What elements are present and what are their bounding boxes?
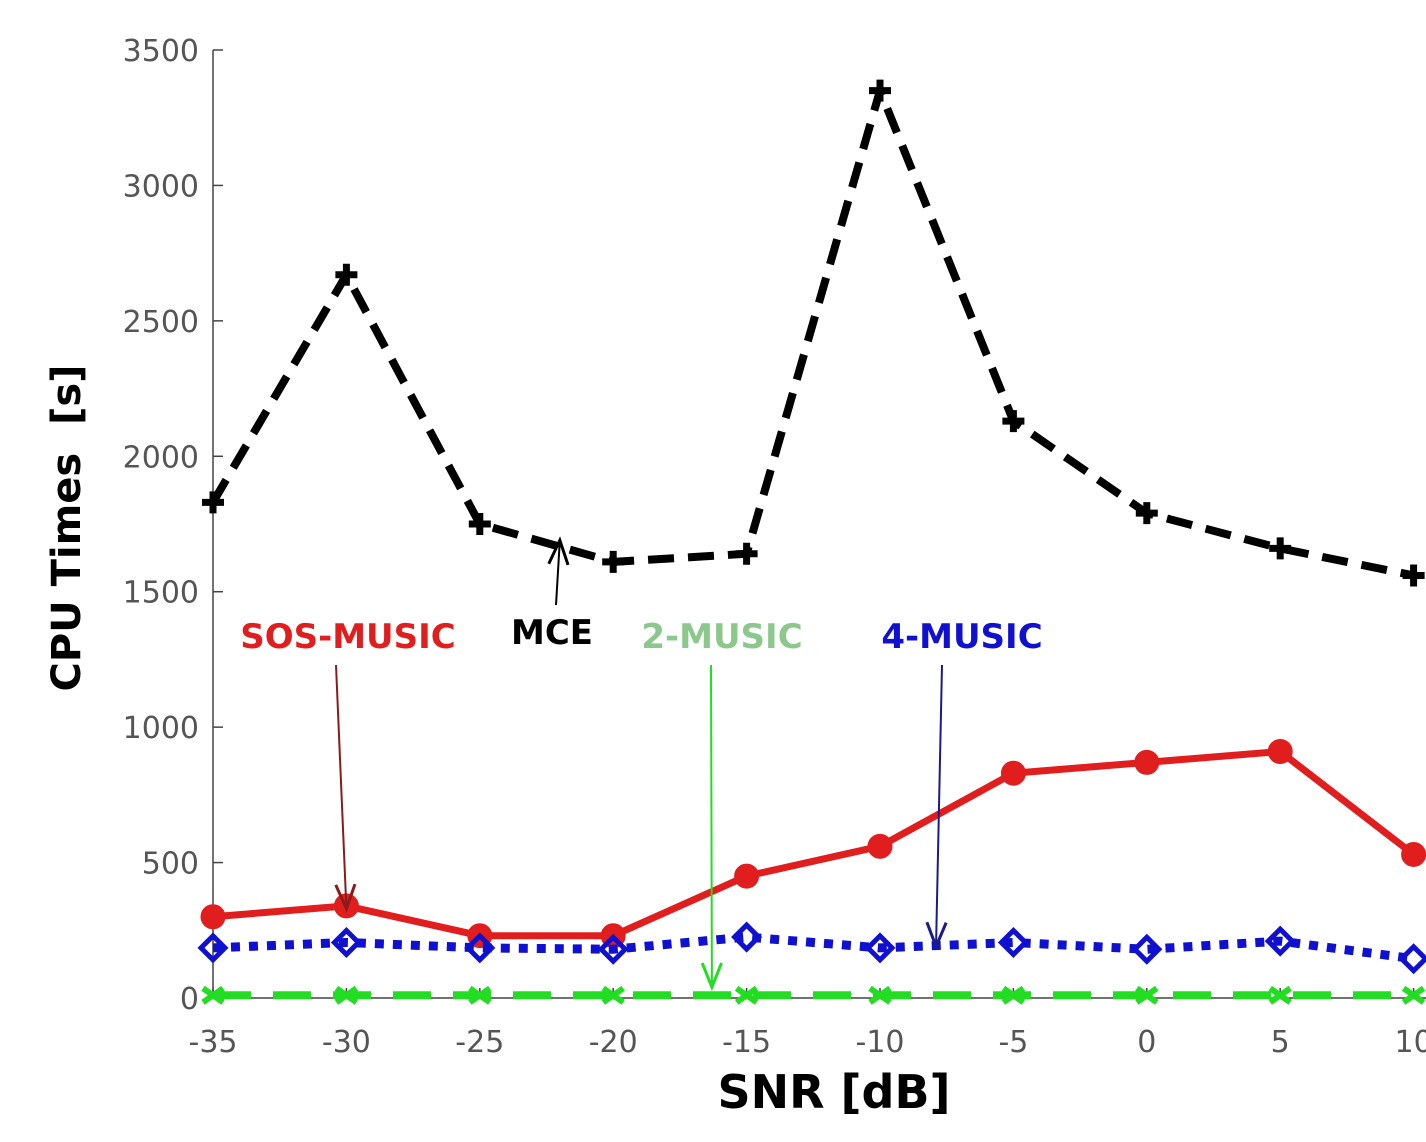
data-point	[1402, 564, 1425, 587]
series-mce	[202, 79, 1425, 587]
x-tick-label: -30	[322, 1025, 371, 1060]
annotation-mce: MCE	[511, 536, 593, 653]
y-tick-label: 500	[142, 847, 199, 882]
y-tick-label: 0	[180, 982, 199, 1017]
annotation-arrow-line	[335, 664, 348, 909]
data-point	[597, 933, 629, 965]
x-tick-label: -5	[998, 1025, 1028, 1060]
annotation-label: 4-MUSIC	[881, 617, 1042, 657]
annotation-4-music: 4-MUSIC	[881, 617, 1043, 951]
data-point	[1401, 841, 1426, 867]
x-tick-label: -25	[455, 1025, 504, 1060]
annotation-sos-music: SOS-MUSIC	[240, 617, 456, 913]
annotation-arrow-head	[334, 883, 357, 913]
data-point	[197, 932, 229, 964]
annotation-arrow-head	[925, 921, 948, 951]
annotation-arrow-head	[700, 962, 723, 992]
data-point	[330, 926, 362, 959]
data-point	[602, 550, 625, 573]
series-line	[212, 932, 1415, 964]
data-point	[200, 904, 226, 930]
data-point	[601, 985, 625, 1005]
data-point	[468, 985, 492, 1005]
data-point	[334, 985, 359, 1005]
series-line	[212, 748, 1416, 940]
x-tick-label: -35	[189, 1025, 238, 1060]
data-point	[468, 513, 491, 535]
data-point	[734, 985, 759, 1005]
data-point	[1135, 985, 1159, 1005]
data-point	[1001, 985, 1026, 1005]
y-tick-label: 1500	[123, 576, 199, 611]
data-point	[1002, 410, 1025, 433]
y-tick-label: 2000	[123, 440, 199, 475]
data-point	[1268, 985, 1292, 1005]
data-point	[869, 79, 891, 102]
x-axis-title: SNR [dB]	[717, 1065, 950, 1119]
annotation-label: SOS-MUSIC	[240, 617, 456, 657]
data-point	[1134, 749, 1160, 775]
x-tick-label: 5	[1271, 1025, 1290, 1060]
data-point	[867, 833, 893, 859]
data-point	[1135, 502, 1158, 525]
y-tick-label: 2500	[123, 305, 199, 340]
y-tick-label: 3500	[123, 34, 199, 69]
data-point	[335, 263, 358, 286]
data-point	[868, 985, 892, 1005]
data-point	[1401, 985, 1426, 1005]
data-point	[1269, 537, 1292, 560]
annotation-arrow-line	[555, 540, 561, 606]
data-point	[1267, 739, 1293, 765]
x-tick-label: 10	[1395, 1025, 1426, 1060]
data-point	[1264, 925, 1296, 957]
data-point	[202, 491, 224, 514]
annotation-arrow-line	[935, 664, 943, 947]
data-point	[1000, 760, 1026, 786]
x-tick-label: -10	[856, 1025, 905, 1060]
x-tick-label: 0	[1137, 1025, 1156, 1060]
series-sos-music	[200, 739, 1426, 949]
annotation-label: 2-MUSIC	[641, 617, 802, 657]
x-tick-label: -20	[589, 1025, 638, 1060]
data-point	[1398, 943, 1426, 975]
series-2-music	[201, 985, 1426, 1005]
data-point	[464, 932, 496, 964]
y-axis-title: CPU Times [s]	[44, 365, 90, 692]
data-point	[1131, 933, 1163, 965]
annotation-arrow-line	[710, 664, 713, 988]
annotation-arrow-head	[547, 536, 570, 566]
data-point	[201, 985, 225, 1005]
series-4-music	[197, 921, 1426, 975]
data-point	[997, 926, 1029, 959]
axes: 0 500 1000 1500 2000 2500 3000 3500 -35 -30 -25 -20…	[123, 34, 1426, 1060]
annotation-layer: SOS-MUSIC MCE 2-MUSIC 4-MUSIC	[240, 536, 1043, 992]
data-point	[731, 921, 763, 953]
y-tick-label: 3000	[123, 169, 199, 204]
annotation-label: MCE	[511, 613, 593, 653]
data-point	[864, 932, 896, 964]
series-layer	[197, 79, 1426, 1005]
y-tick-label: 1000	[123, 711, 199, 746]
series-line	[209, 86, 1415, 580]
data-point	[734, 863, 760, 889]
x-tick-label: -15	[722, 1025, 771, 1060]
annotation-2-music: 2-MUSIC	[641, 617, 803, 992]
data-point	[735, 542, 758, 565]
